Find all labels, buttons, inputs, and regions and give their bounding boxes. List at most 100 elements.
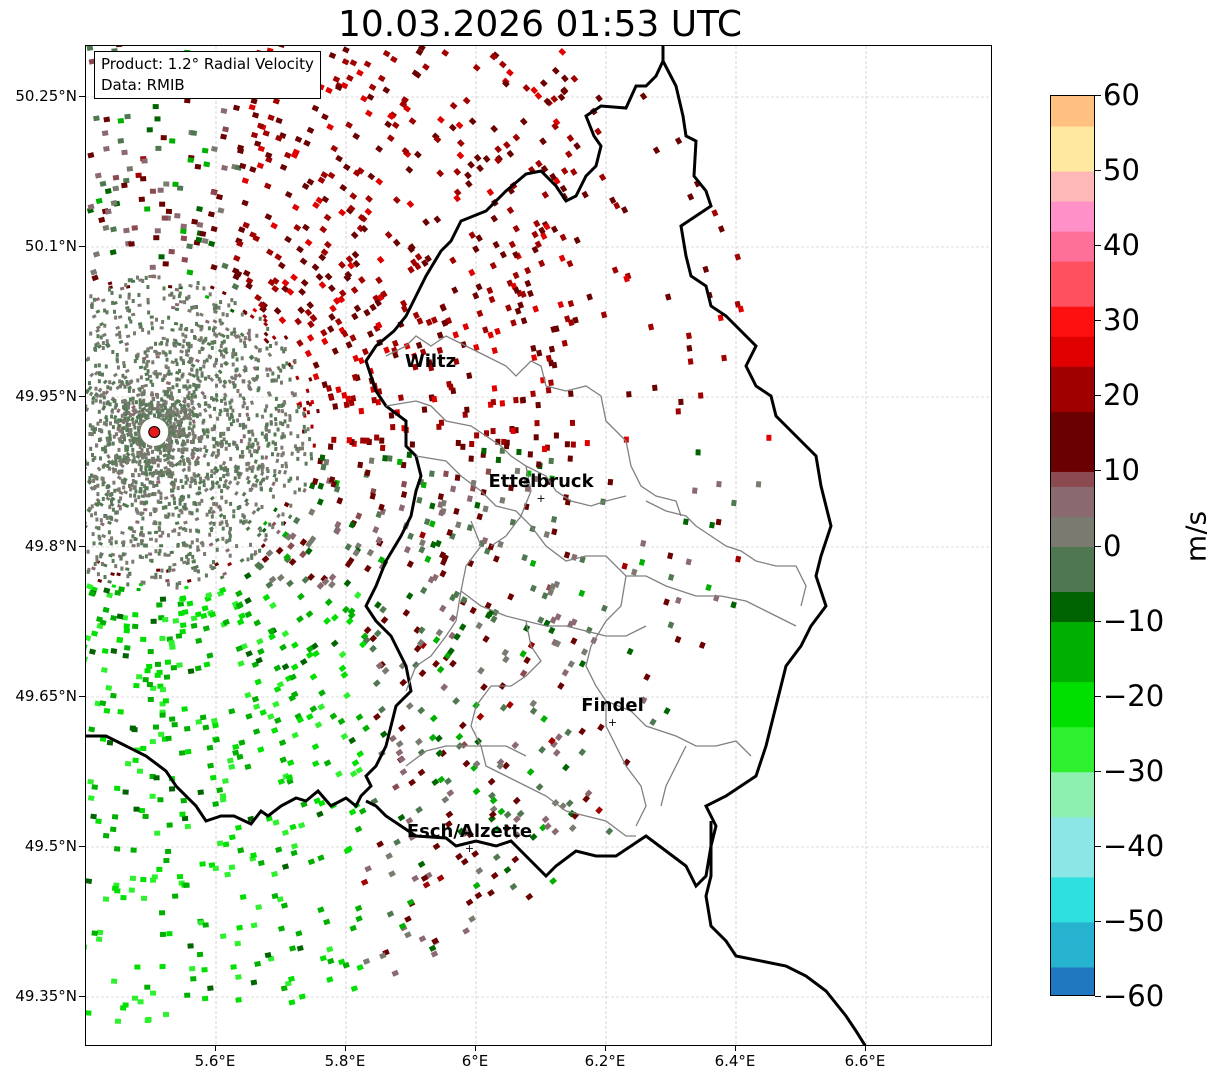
- colorbar-unit-label: m/s: [1179, 510, 1207, 563]
- velocity-bin: [143, 507, 148, 512]
- velocity-bin: [86, 461, 90, 466]
- velocity-bin: [117, 469, 121, 474]
- velocity-bin: [220, 398, 224, 403]
- velocity-bin: [361, 347, 369, 356]
- velocity-bin: [428, 733, 437, 742]
- velocity-bin: [491, 51, 500, 60]
- velocity-bin: [277, 403, 281, 408]
- velocity-bin: [241, 177, 249, 184]
- velocity-bin: [114, 888, 121, 894]
- velocity-bin: [250, 922, 258, 929]
- velocity-bin: [174, 424, 177, 429]
- velocity-bin: [163, 857, 170, 864]
- velocity-bin: [87, 795, 95, 802]
- colorbar-segment: [1051, 981, 1094, 995]
- velocity-bin: [609, 196, 617, 205]
- colorbar-tick-label: 30: [1103, 303, 1140, 338]
- velocity-bin: [256, 466, 260, 471]
- velocity-bin: [206, 341, 212, 347]
- velocity-bin: [97, 363, 101, 368]
- velocity-bin: [122, 177, 130, 184]
- velocity-bin: [189, 358, 193, 363]
- velocity-bin: [390, 424, 396, 431]
- velocity-bin: [221, 312, 225, 317]
- velocity-bin: [264, 533, 268, 538]
- velocity-bin: [90, 268, 98, 276]
- velocity-bin: [182, 361, 185, 365]
- velocity-bin: [501, 648, 509, 657]
- velocity-bin: [541, 815, 550, 824]
- velocity-bin: [124, 113, 131, 120]
- product-info-box: Product: 1.2° Radial Velocity Data: RMIB: [94, 51, 321, 99]
- velocity-bin: [214, 454, 218, 459]
- velocity-bin: [448, 631, 456, 640]
- velocity-bin: [102, 379, 108, 385]
- velocity-bin: [243, 340, 246, 345]
- velocity-bin: [145, 500, 149, 505]
- velocity-bin: [280, 346, 284, 351]
- velocity-bin: [391, 121, 400, 130]
- velocity-bin: [102, 832, 110, 839]
- velocity-bin: [476, 309, 484, 318]
- velocity-bin: [168, 285, 173, 289]
- velocity-bin: [236, 753, 244, 761]
- velocity-bin: [266, 326, 270, 331]
- velocity-bin: [135, 454, 141, 459]
- velocity-bin: [210, 427, 214, 432]
- velocity-bin: [156, 463, 160, 468]
- velocity-bin: [471, 850, 480, 858]
- velocity-bin: [106, 459, 112, 465]
- velocity-bin: [379, 444, 386, 452]
- velocity-bin: [371, 396, 378, 404]
- velocity-bin: [130, 404, 136, 410]
- velocity-bin: [200, 498, 204, 503]
- velocity-bin: [232, 509, 236, 514]
- velocity-bin: [369, 634, 378, 643]
- velocity-bin: [340, 671, 349, 679]
- velocity-bin: [128, 422, 132, 427]
- velocity-bin: [208, 520, 214, 526]
- velocity-bin: [258, 301, 266, 309]
- velocity-bin: [86, 944, 88, 950]
- velocity-bin: [288, 417, 292, 422]
- velocity-bin: [685, 558, 692, 566]
- velocity-bin: [321, 381, 329, 389]
- velocity-bin: [95, 309, 101, 314]
- lat-tick: [79, 696, 85, 697]
- velocity-bin: [134, 480, 138, 485]
- velocity-bin: [379, 730, 388, 739]
- velocity-bin: [667, 621, 675, 629]
- velocity-bin: [428, 944, 437, 952]
- velocity-bin: [88, 476, 92, 480]
- velocity-bin: [323, 918, 331, 926]
- velocity-bin: [507, 592, 515, 601]
- velocity-bin: [564, 728, 572, 737]
- colorbar-segment: [1051, 276, 1094, 292]
- velocity-bin: [287, 542, 295, 550]
- velocity-bin: [766, 434, 772, 441]
- velocity-bin: [296, 945, 304, 952]
- velocity-bin: [277, 261, 286, 270]
- velocity-bin: [283, 334, 289, 340]
- velocity-bin: [255, 506, 261, 512]
- velocity-bin: [169, 406, 173, 411]
- velocity-bin: [323, 213, 332, 222]
- velocity-bin: [176, 422, 180, 427]
- velocity-bin: [488, 791, 496, 800]
- velocity-bin: [103, 514, 107, 518]
- velocity-bin: [193, 447, 196, 452]
- velocity-bin: [540, 714, 548, 723]
- velocity-bin: [170, 403, 174, 408]
- velocity-bin: [176, 542, 180, 547]
- velocity-bin: [127, 416, 131, 421]
- velocity-bin: [446, 789, 455, 797]
- velocity-bin: [280, 985, 288, 992]
- velocity-bin: [277, 469, 282, 475]
- velocity-bin: [418, 539, 426, 547]
- velocity-bin: [147, 697, 154, 702]
- velocity-bin: [221, 536, 225, 541]
- velocity-bin: [99, 335, 103, 340]
- velocity-bin: [355, 512, 363, 520]
- velocity-bin: [100, 298, 106, 303]
- velocity-bin: [287, 514, 293, 520]
